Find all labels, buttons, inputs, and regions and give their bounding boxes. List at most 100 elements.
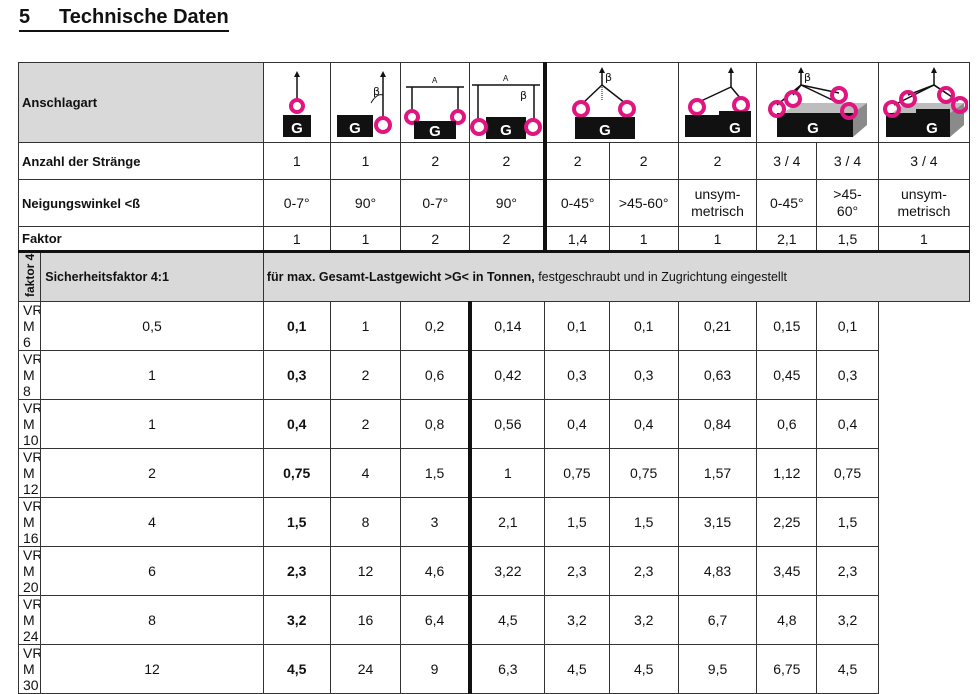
value-cell: 6,4	[400, 595, 472, 645]
section-number: 5	[19, 6, 31, 28]
technical-data-table: Anschlagart G G β	[17, 62, 971, 694]
value-cell: 1,5	[816, 497, 879, 547]
model-name: VRM-M 24	[17, 595, 42, 645]
note-bold: für max. Gesamt-Lastgewicht >G< in Tonne…	[266, 270, 535, 284]
svg-text:G: G	[926, 120, 938, 137]
straenge-cell: 2	[469, 142, 547, 180]
value-cell: 12	[329, 546, 402, 596]
faktor-cell: 2	[469, 226, 547, 252]
neigung-label: Neigungswinkel <ß	[18, 179, 264, 227]
value-cell: 0,42	[469, 350, 546, 400]
neigung-cell: 0-45°	[756, 179, 818, 227]
value-cell: 4,5	[469, 595, 546, 645]
svg-text:β: β	[520, 89, 527, 102]
table-row: VRM-M 810,320,60,420,30,30,630,450,3	[17, 350, 970, 400]
value-cell: 9,5	[677, 644, 758, 694]
value-cell: 1	[329, 301, 402, 351]
value-cell: 1,5	[400, 448, 472, 498]
value-cell: 0,4	[816, 399, 879, 449]
value-cell: 0,4	[608, 399, 679, 449]
value-cell: 1	[40, 399, 264, 449]
value-cell: 0,84	[677, 399, 758, 449]
straenge-cell: 2	[608, 142, 679, 180]
straenge-cell: 2	[544, 142, 610, 180]
svg-text:G: G	[501, 122, 513, 139]
model-name: VRM-M 6	[17, 301, 42, 351]
faktor-cell: 1	[877, 226, 971, 252]
icon-single-90: G β	[329, 62, 402, 143]
value-cell: 3,2	[544, 595, 610, 645]
neigung-cell: 90°	[329, 179, 402, 227]
svg-text:G: G	[599, 122, 611, 139]
icon-double-unsym: G	[677, 62, 758, 143]
icon-multi-angled: β G	[756, 62, 879, 143]
value-cell: 0,6	[756, 399, 818, 449]
faktor-cell: 2,1	[756, 226, 818, 252]
faktor-label: Faktor	[18, 226, 264, 252]
value-cell: 4,5	[544, 644, 610, 694]
svg-text:G: G	[807, 120, 819, 137]
value-cell: 0,1	[262, 301, 331, 351]
neigung-cell: unsym- metrisch	[677, 179, 758, 227]
value-cell: 0,75	[816, 448, 879, 498]
value-cell: 0,75	[544, 448, 610, 498]
neigung-cell: unsym- metrisch	[877, 179, 971, 227]
value-cell: 3,2	[262, 595, 331, 645]
straenge-cell: 2	[677, 142, 758, 180]
svg-text:G: G	[429, 123, 441, 140]
value-cell: 2	[40, 448, 264, 498]
value-cell: 4,6	[400, 546, 472, 596]
value-cell: 1,12	[756, 448, 818, 498]
value-cell: 3,22	[469, 546, 546, 596]
value-cell: 9	[400, 644, 472, 694]
value-cell: 2,3	[544, 546, 610, 596]
value-cell: 0,3	[262, 350, 331, 400]
faktor-cell: 1	[677, 226, 758, 252]
value-cell: 2	[329, 399, 402, 449]
svg-text:β: β	[804, 71, 811, 84]
svg-text:A: A	[432, 76, 438, 85]
value-cell: 1,5	[262, 497, 331, 547]
value-cell: 0,6	[400, 350, 472, 400]
value-cell: 24	[329, 644, 402, 694]
anschlagart-label: Anschlagart	[18, 62, 264, 143]
value-cell: 2,1	[469, 497, 546, 547]
icon-double-vertical: A G	[400, 62, 471, 143]
faktor-cell: 2	[400, 226, 471, 252]
value-cell: 6	[40, 546, 264, 596]
svg-text:β: β	[373, 85, 380, 98]
value-cell: 0,75	[608, 448, 679, 498]
row-sicherheit: faktor 4:1 Sicherheitsfaktor 4:1 für max…	[17, 250, 971, 302]
svg-text:G: G	[729, 120, 741, 137]
value-cell: 1,5	[608, 497, 679, 547]
value-cell: 0,1	[816, 301, 879, 351]
value-cell: 3,15	[677, 497, 758, 547]
value-cell: 0,3	[544, 350, 610, 400]
sicherheitsfaktor-label: Sicherheitsfaktor 4:1	[40, 250, 264, 302]
value-cell: 0,21	[677, 301, 758, 351]
note-rest: festgeschraubt und in Zugrichtung einges…	[534, 270, 787, 284]
value-cell: 6,75	[756, 644, 818, 694]
neigung-cell: >45- 60°	[816, 179, 879, 227]
svg-text:β: β	[605, 71, 612, 84]
value-cell: 0,8	[400, 399, 472, 449]
svg-text:G: G	[349, 120, 361, 137]
neigung-cell: 0-7°	[262, 179, 331, 227]
neigung-cell: 0-45°	[544, 179, 610, 227]
faktor-cell: 1	[262, 226, 331, 252]
straenge-cell: 3 / 4	[877, 142, 971, 180]
straenge-cell: 1	[329, 142, 402, 180]
neigung-cell: >45-60°	[608, 179, 679, 227]
value-cell: 4	[40, 497, 264, 547]
model-name: VRM-M 10	[17, 399, 42, 449]
value-cell: 1	[469, 448, 546, 498]
value-cell: 2,25	[756, 497, 818, 547]
model-name: VRM-M 16	[17, 497, 42, 547]
value-cell: 2,3	[816, 546, 879, 596]
value-cell: 0,3	[608, 350, 679, 400]
value-cell: 4,5	[262, 644, 331, 694]
